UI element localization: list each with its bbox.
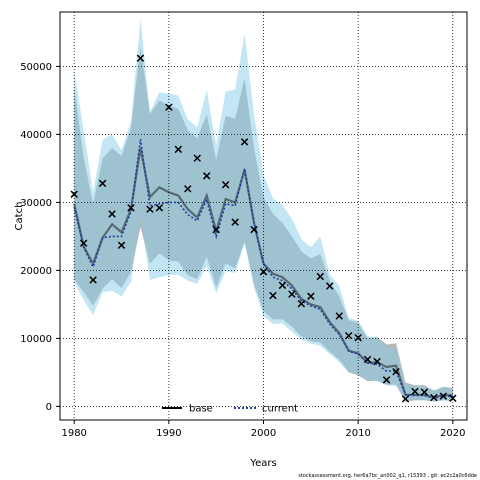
observed-point-2001 (269, 291, 277, 300)
y-axis-label: Catch (14, 202, 25, 231)
observed-point-2013 (382, 376, 391, 384)
observed-point-1993 (193, 154, 201, 162)
observed-point-1992 (184, 185, 192, 193)
observed-point-2007 (326, 282, 334, 290)
observed-point-1980 (70, 190, 78, 198)
observed-point-2000 (259, 268, 268, 276)
observed-point-2018 (430, 393, 438, 402)
legend-label-current: current (262, 404, 298, 415)
observed-point-2015 (401, 395, 410, 403)
y-tick-label-10000: 10000 (20, 334, 52, 345)
observed-point-1994 (202, 172, 211, 180)
observed-point-2005 (307, 292, 315, 300)
observed-point-1998 (240, 138, 249, 146)
series-lines (73, 139, 453, 400)
observed-point-2014 (392, 367, 400, 376)
y-tick-label-50000: 50000 (20, 62, 52, 73)
observed-point-2008 (335, 312, 343, 320)
legend: base current (162, 404, 298, 415)
observed-point-1986 (127, 204, 135, 212)
x-tick-label-2010: 2010 (345, 428, 370, 439)
observed-point-2019 (439, 392, 448, 400)
observed-point-2002 (278, 281, 287, 290)
observed-point-2006 (316, 272, 325, 281)
y-tick-label-40000: 40000 (20, 130, 52, 141)
observed-point-2009 (344, 331, 353, 340)
x-tick-label-1980: 1980 (61, 428, 86, 439)
y-tick-label-20000: 20000 (20, 266, 52, 277)
y-tick-label-0: 0 (46, 402, 52, 413)
observed-point-2010 (354, 333, 362, 342)
line-base (73, 147, 453, 399)
x-axis-label: Years (249, 458, 276, 469)
observed-point-1984 (108, 210, 116, 218)
line-current (73, 139, 453, 400)
observed-point-1988 (146, 205, 154, 213)
observed-point-1997 (231, 218, 239, 226)
grid-lines (60, 12, 467, 420)
observed-point-2020 (449, 394, 457, 402)
observed-point-2016 (411, 387, 419, 396)
legend-label-base: base (189, 404, 213, 415)
observed-point-1996 (221, 180, 230, 189)
observed-point-2004 (297, 299, 306, 308)
observed-points (70, 54, 457, 403)
axes: 1980 1990 2000 2010 2020 0 10000 20000 30000 4000… (20, 62, 465, 439)
footer-credit: stockassessment.org, her6a7bc_an002_q1, … (298, 473, 477, 479)
observed-point-1999 (250, 225, 258, 234)
observed-point-1981 (79, 239, 88, 247)
x-tick-label-2020: 2020 (440, 428, 465, 439)
observed-point-2003 (288, 290, 296, 298)
observed-point-1985 (117, 241, 126, 249)
observed-point-1987 (136, 54, 145, 62)
y-tick-label-30000: 30000 (20, 198, 52, 209)
observed-point-1989 (155, 204, 164, 212)
x-tick-label-2000: 2000 (251, 428, 276, 439)
observed-point-2012 (373, 357, 381, 366)
observed-point-1983 (98, 179, 107, 188)
observed-point-1995 (212, 225, 220, 234)
observed-point-1982 (89, 276, 97, 284)
x-tick-label-1990: 1990 (156, 428, 181, 439)
observed-point-1990 (165, 103, 173, 111)
observed-point-1991 (174, 145, 183, 154)
observed-point-2017 (420, 388, 429, 396)
observed-point-2011 (363, 355, 372, 364)
